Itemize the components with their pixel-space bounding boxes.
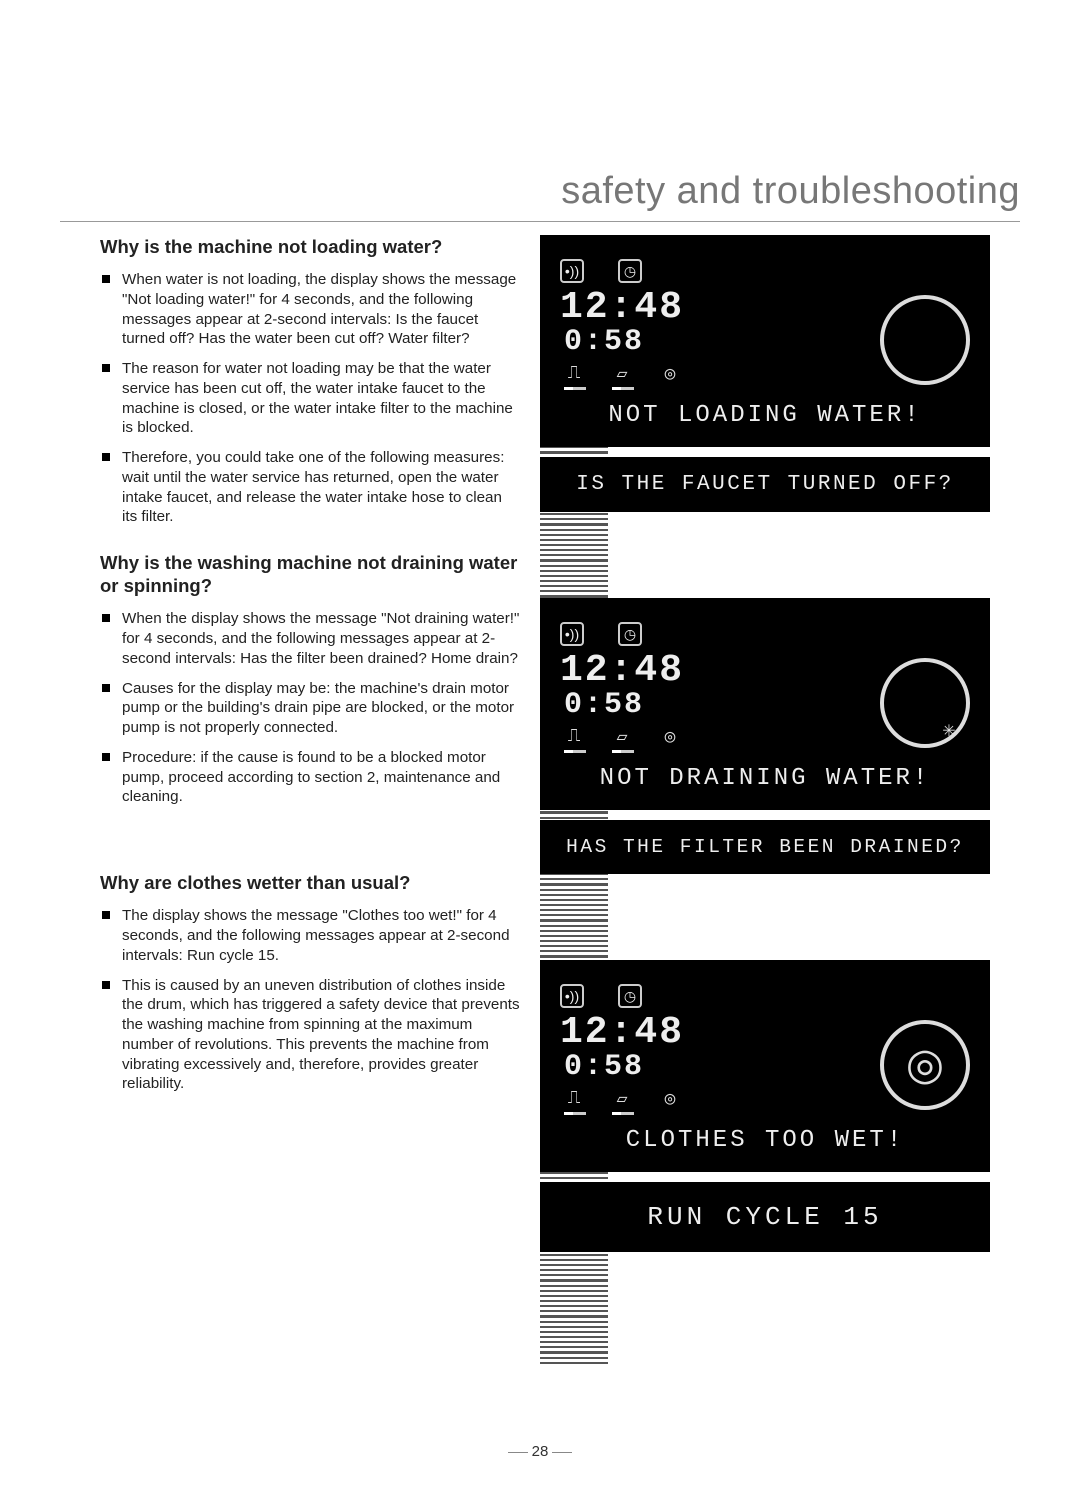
section-heading: Why is the washing machine not draining … [100,551,520,597]
bullet-list: When water is not loading, the display s… [100,270,520,527]
page-title: safety and troubleshooting [60,170,1020,213]
cycle-time: 0:58 [564,327,684,357]
list-item: When the display shows the message "Not … [100,609,520,668]
display-sub-message: RUN CYCLE 15 [540,1182,990,1252]
display-message: NOT LOADING WATER! [560,402,970,429]
display-group-3: •)) ◷ 12:48 0:58 ⎍ ▱ ◎ [540,960,990,1252]
page-header: safety and troubleshooting [60,170,1020,222]
list-item: Procedure: if the cause is found to be a… [100,748,520,807]
page-content: Why is the machine not loading water? Wh… [100,235,1010,1268]
display-group-1: •)) ◷ 12:48 0:58 ⎍ ▱ ◎ [540,235,990,512]
program-dial-icon: ◎ [880,1020,970,1110]
wash-icon: ⎍ [564,1088,586,1110]
display-message: CLOTHES TOO WET! [560,1127,970,1154]
bullet-list: The display shows the message "Clothes t… [100,906,520,1094]
speaker-icon: •)) [560,259,584,283]
left-column: Why is the machine not loading water? Wh… [100,235,520,1268]
display-group-2: •)) ◷ 12:48 0:58 ⎍ ▱ ◎ [540,598,990,874]
list-item: When water is not loading, the display s… [100,270,520,349]
display-sub-message: IS THE FAUCET TURNED OFF? [540,457,990,512]
washer-display: •)) ◷ 12:48 0:58 ⎍ ▱ ◎ [540,960,990,1172]
program-dial-icon [880,295,970,385]
section-heading: Why are clothes wetter than usual? [100,871,520,894]
section-not-draining: Why is the washing machine not draining … [100,551,520,807]
section-clothes-wet: Why are clothes wetter than usual? The d… [100,871,520,1094]
cycle-time: 0:58 [564,1052,684,1082]
clock-time: 12:48 [560,652,684,690]
spin-icon: ◎ [660,726,682,748]
wash-icon: ⎍ [564,363,586,385]
clock-icon: ◷ [618,984,642,1008]
program-dial-icon: ✳ [880,658,970,748]
list-item: The display shows the message "Clothes t… [100,906,520,965]
right-column: •)) ◷ 12:48 0:58 ⎍ ▱ ◎ [540,235,990,1268]
section-heading: Why is the machine not loading water? [100,235,520,258]
list-item: Therefore, you could take one of the fol… [100,448,520,527]
spin-icon: ◎ [660,1088,682,1110]
spin-icon: ◎ [660,363,682,385]
basin-icon: ▱ [612,1088,634,1110]
clock-icon: ◷ [618,622,642,646]
basin-icon: ▱ [612,726,634,748]
washer-display: •)) ◷ 12:48 0:58 ⎍ ▱ ◎ [540,598,990,810]
decorative-stripes-icon [533,1470,601,1492]
washer-display: •)) ◷ 12:48 0:58 ⎍ ▱ ◎ [540,235,990,447]
list-item: This is caused by an uneven distribution… [100,976,520,1095]
wash-icon: ⎍ [564,726,586,748]
cycle-time: 0:58 [564,690,684,720]
bullet-list: When the display shows the message "Not … [100,609,520,807]
list-item: Causes for the display may be: the machi… [100,679,520,738]
display-sub-message: HAS THE FILTER BEEN DRAINED? [540,820,990,874]
section-not-loading: Why is the machine not loading water? Wh… [100,235,520,527]
list-item: The reason for water not loading may be … [100,359,520,438]
clock-icon: ◷ [618,259,642,283]
page-number: 28 [0,1443,1080,1460]
speaker-icon: •)) [560,622,584,646]
clock-time: 12:48 [560,289,684,327]
display-message: NOT DRAINING WATER! [560,765,970,792]
basin-icon: ▱ [612,363,634,385]
clock-time: 12:48 [560,1014,684,1052]
manual-page: safety and troubleshooting Why is the ma… [0,0,1080,1512]
speaker-icon: •)) [560,984,584,1008]
